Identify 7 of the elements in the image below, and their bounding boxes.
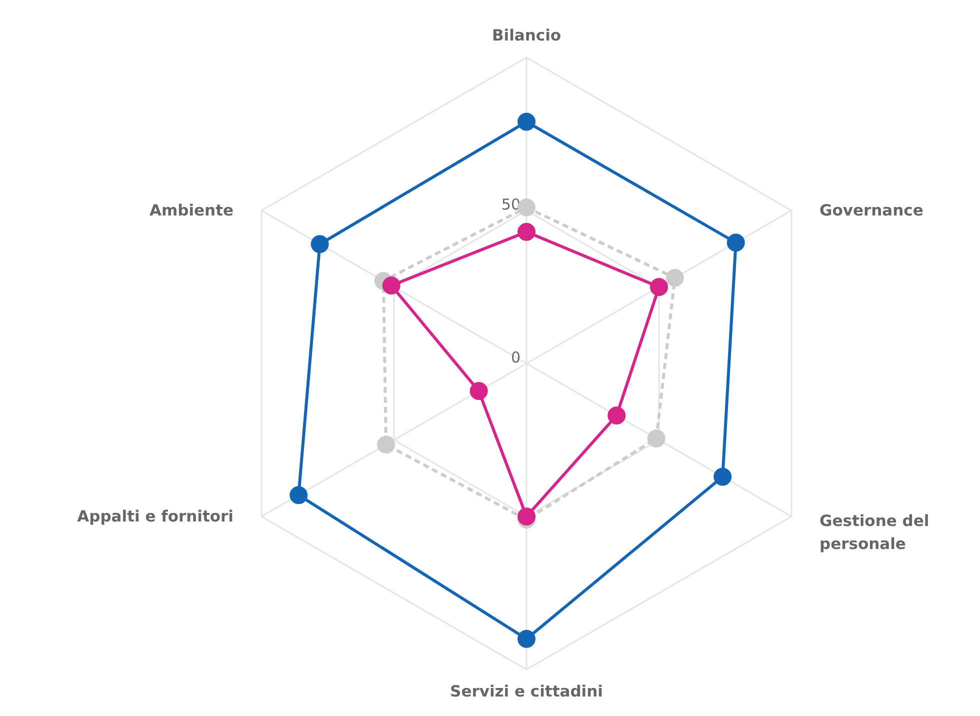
spoke-label: Servizi e cittadini <box>450 682 603 700</box>
spoke-label: Gestione del personale <box>820 512 930 554</box>
spoke-label: Appalti e fornitori <box>77 508 234 526</box>
y-tick-label: 0 <box>510 348 521 366</box>
spoke-label: Bilancio <box>492 26 562 44</box>
spoke-label: Ambiente <box>149 202 234 220</box>
spoke-label: Governance <box>820 202 924 220</box>
